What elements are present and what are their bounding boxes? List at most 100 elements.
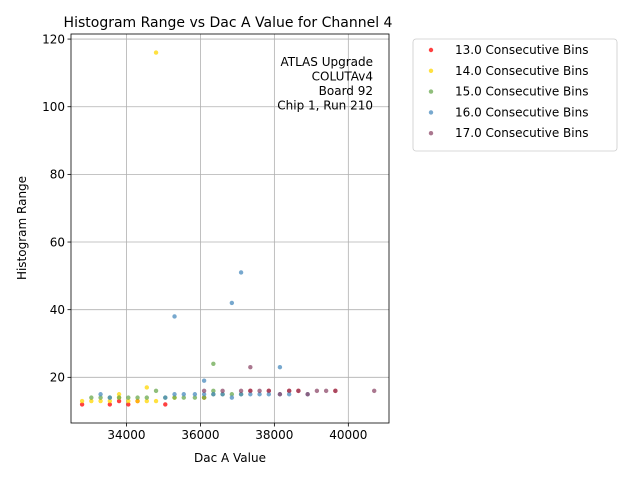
annotation-line: COLUTAv4	[312, 70, 373, 84]
data-point	[116, 398, 122, 404]
data-point	[333, 388, 338, 394]
data-point	[211, 361, 216, 367]
annotation-line: Chip 1, Run 210	[277, 99, 373, 113]
series-3	[98, 270, 310, 400]
data-point	[257, 388, 262, 394]
y-axis-ticks: 20 40 60 80 100 120	[42, 32, 71, 385]
data-point	[220, 388, 225, 394]
data-point	[211, 388, 216, 394]
x-axis-ticks: 34000 36000 38000 40000	[107, 423, 367, 442]
data-point	[248, 364, 253, 370]
data-point	[135, 395, 140, 400]
data-point	[372, 388, 377, 394]
data-point	[238, 270, 244, 275]
data-point	[286, 388, 292, 394]
data-point	[163, 395, 168, 400]
data-point	[107, 398, 113, 404]
legend-label: 14.0 Consecutive Bins	[455, 64, 588, 78]
grid	[71, 34, 389, 423]
x-tick-label: 40000	[329, 428, 367, 442]
data-points	[79, 50, 377, 407]
y-tick-label: 60	[50, 235, 65, 249]
data-point	[98, 392, 103, 397]
data-point	[201, 395, 207, 400]
data-point	[323, 388, 329, 394]
data-point	[126, 395, 131, 400]
data-point	[79, 402, 85, 407]
data-point	[153, 398, 159, 404]
data-point	[257, 392, 262, 397]
y-tick-label: 40	[50, 303, 65, 317]
data-point	[277, 364, 283, 370]
data-point	[144, 398, 150, 404]
series-1	[79, 50, 207, 404]
legend-frame	[412, 38, 618, 152]
data-point	[211, 392, 216, 397]
legend-items: 13.0 Consecutive Bins 14.0 Consecutive Bi…	[428, 43, 588, 140]
data-point	[220, 392, 225, 397]
data-point	[163, 402, 168, 407]
data-point	[314, 388, 320, 394]
data-point	[172, 314, 177, 319]
legend-marker	[428, 131, 434, 136]
data-point	[172, 392, 177, 397]
series-4	[201, 364, 377, 397]
data-point	[201, 388, 207, 394]
data-point	[181, 392, 186, 397]
data-point	[144, 395, 150, 400]
legend-label: 16.0 Consecutive Bins	[455, 105, 588, 119]
annotation-line: Board 92	[319, 84, 373, 98]
data-point	[192, 395, 198, 400]
data-point	[286, 392, 292, 397]
data-point	[126, 398, 131, 404]
legend-label: 17.0 Consecutive Bins	[455, 126, 588, 140]
chart-title: Histogram Range vs Dac A Value for Chann…	[64, 15, 393, 31]
data-point	[153, 388, 159, 394]
data-point	[153, 50, 159, 55]
data-point	[116, 392, 122, 397]
data-point	[107, 395, 113, 400]
annotation-line: ATLAS Upgrade	[280, 55, 373, 69]
legend-label: 15.0 Consecutive Bins	[455, 85, 588, 99]
legend: 13.0 Consecutive Bins 14.0 Consecutive Bi…	[412, 38, 618, 152]
data-point	[135, 398, 140, 404]
y-tick-label: 100	[42, 100, 65, 114]
legend-marker	[428, 110, 434, 115]
data-point	[248, 392, 253, 397]
data-point	[98, 395, 103, 400]
data-point	[238, 388, 244, 394]
legend-marker	[428, 47, 434, 53]
legend-label: 13.0 Consecutive Bins	[455, 43, 588, 57]
data-point	[144, 385, 150, 390]
y-tick-label: 20	[50, 371, 65, 385]
data-point	[229, 300, 235, 306]
data-point	[98, 398, 103, 404]
legend-marker	[428, 68, 434, 74]
y-tick-label: 120	[42, 32, 65, 46]
y-axis-label: Histogram Range	[15, 176, 29, 280]
data-point	[238, 392, 244, 397]
data-point	[89, 395, 94, 400]
series-2	[89, 361, 244, 400]
data-point	[229, 395, 235, 400]
data-point	[201, 392, 207, 397]
data-point	[248, 388, 253, 394]
legend-marker	[428, 89, 434, 94]
data-point	[89, 398, 94, 404]
x-tick-label: 38000	[255, 428, 293, 442]
x-axis-label: Dac A Value	[194, 451, 266, 465]
data-point	[266, 388, 272, 394]
plot-frame	[70, 33, 390, 424]
data-point	[305, 392, 310, 397]
data-point	[107, 402, 113, 407]
data-point	[116, 395, 122, 400]
data-point	[126, 402, 131, 407]
x-tick-label: 36000	[181, 428, 219, 442]
data-point	[192, 392, 198, 397]
data-point	[181, 395, 186, 400]
x-tick-label: 34000	[107, 428, 145, 442]
y-tick-label: 80	[50, 168, 65, 182]
data-point	[201, 378, 207, 383]
